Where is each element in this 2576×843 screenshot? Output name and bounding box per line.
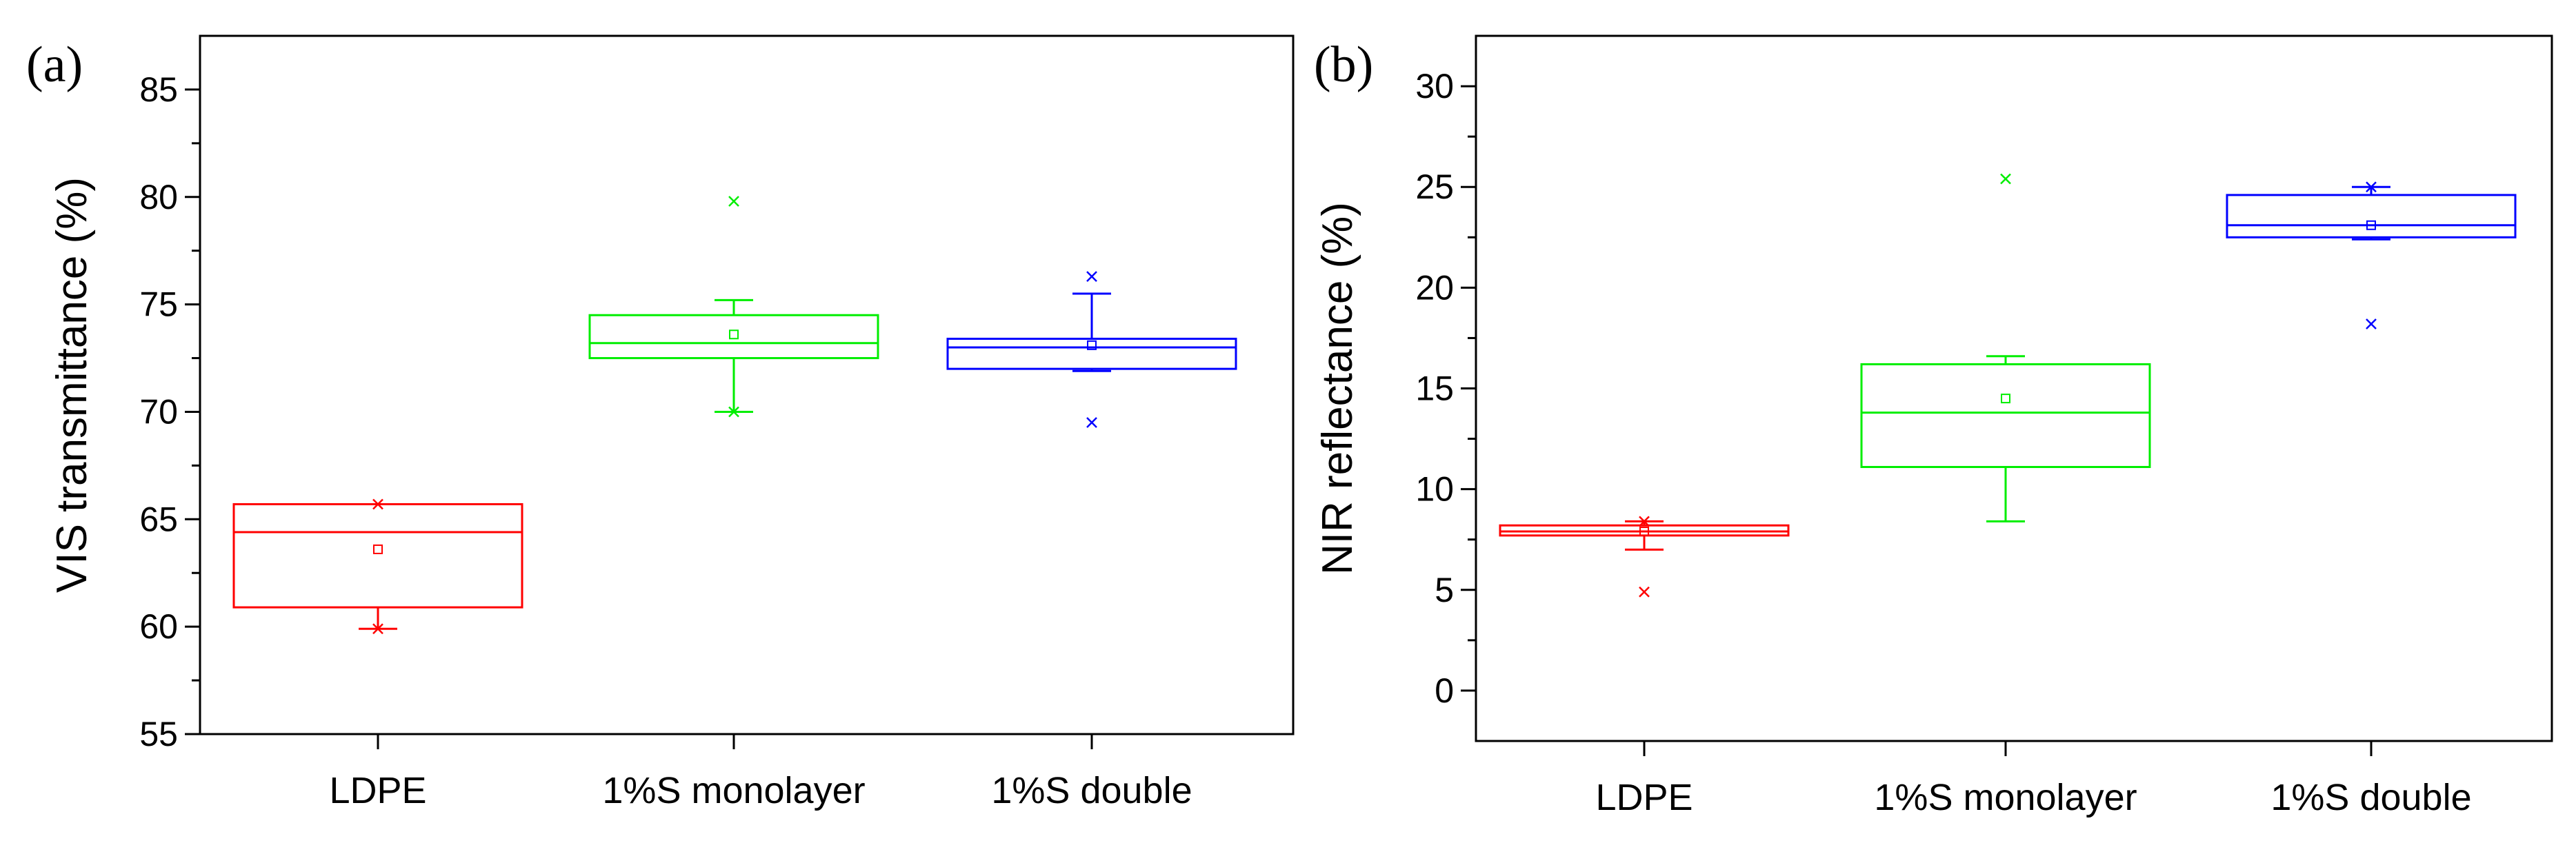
box-series	[1860, 173, 2151, 522]
outlier-marker	[372, 498, 383, 510]
y-tick-label: 15	[1415, 369, 1454, 408]
x-category-label: LDPE	[329, 770, 426, 811]
box-iqr	[232, 502, 523, 609]
box-series	[2226, 181, 2517, 329]
panel-label: (a)	[26, 37, 83, 93]
x-category-label: 1%S monolayer	[602, 770, 865, 811]
box-iqr	[1860, 363, 2151, 468]
plot-frame	[1475, 34, 2553, 742]
x-category-label: LDPE	[1595, 777, 1693, 818]
y-tick-label: 0	[1435, 671, 1454, 710]
y-tick-label: 55	[139, 715, 178, 753]
outlier-marker	[728, 406, 739, 418]
box-series	[946, 271, 1237, 428]
mean-marker	[373, 544, 383, 554]
y-tick-label: 65	[139, 500, 178, 538]
mean-marker	[1087, 340, 1097, 350]
mean-marker	[2001, 394, 2010, 404]
outlier-marker	[1086, 271, 1097, 282]
outlier-marker	[1639, 516, 1650, 527]
x-category-label: 1%S double	[2270, 777, 2471, 818]
y-tick-label: 25	[1415, 167, 1454, 206]
mean-marker	[729, 329, 739, 340]
box-iqr	[2226, 194, 2517, 238]
outlier-marker	[1639, 586, 1650, 598]
y-tick-label: 10	[1415, 470, 1454, 509]
mean-marker	[2366, 220, 2376, 230]
y-axis-title: NIR reflectance (%)	[1314, 202, 1361, 575]
y-tick-label: 75	[139, 285, 178, 324]
box-series	[1499, 516, 1790, 598]
outlier-marker	[1086, 417, 1097, 428]
outlier-marker	[2366, 181, 2377, 193]
x-category-label: 1%S double	[991, 770, 1192, 811]
box-series	[232, 498, 523, 635]
y-axis-title: VIS transmittance (%)	[48, 177, 96, 593]
plot-frame	[199, 34, 1295, 735]
outlier-marker	[2000, 173, 2011, 185]
panel-label: (b)	[1314, 37, 1373, 93]
x-category-label: 1%S monolayer	[1874, 777, 2137, 818]
y-tick-label: 60	[139, 607, 178, 646]
mean-marker	[1639, 527, 1649, 537]
outlier-marker	[372, 623, 383, 635]
box-series	[588, 196, 879, 418]
outlier-marker	[728, 196, 739, 207]
outlier-marker	[2366, 318, 2377, 329]
y-tick-label: 30	[1415, 67, 1454, 105]
panel-b: 0 5 10 15 20 25 30 NIR reflectance (%) (b) LDPE 1%…	[1314, 34, 2553, 818]
y-tick-label: 70	[139, 392, 178, 431]
box-iqr	[946, 337, 1237, 370]
y-tick-label: 5	[1435, 571, 1454, 609]
y-tick-label: 85	[139, 70, 178, 109]
y-tick-label: 20	[1415, 268, 1454, 307]
box-iqr	[588, 314, 879, 360]
y-tick-label: 80	[139, 178, 178, 216]
panel-a: 55 60 65 70 75 80 85 VIS transmittance (%) (a) LD…	[26, 34, 1295, 811]
